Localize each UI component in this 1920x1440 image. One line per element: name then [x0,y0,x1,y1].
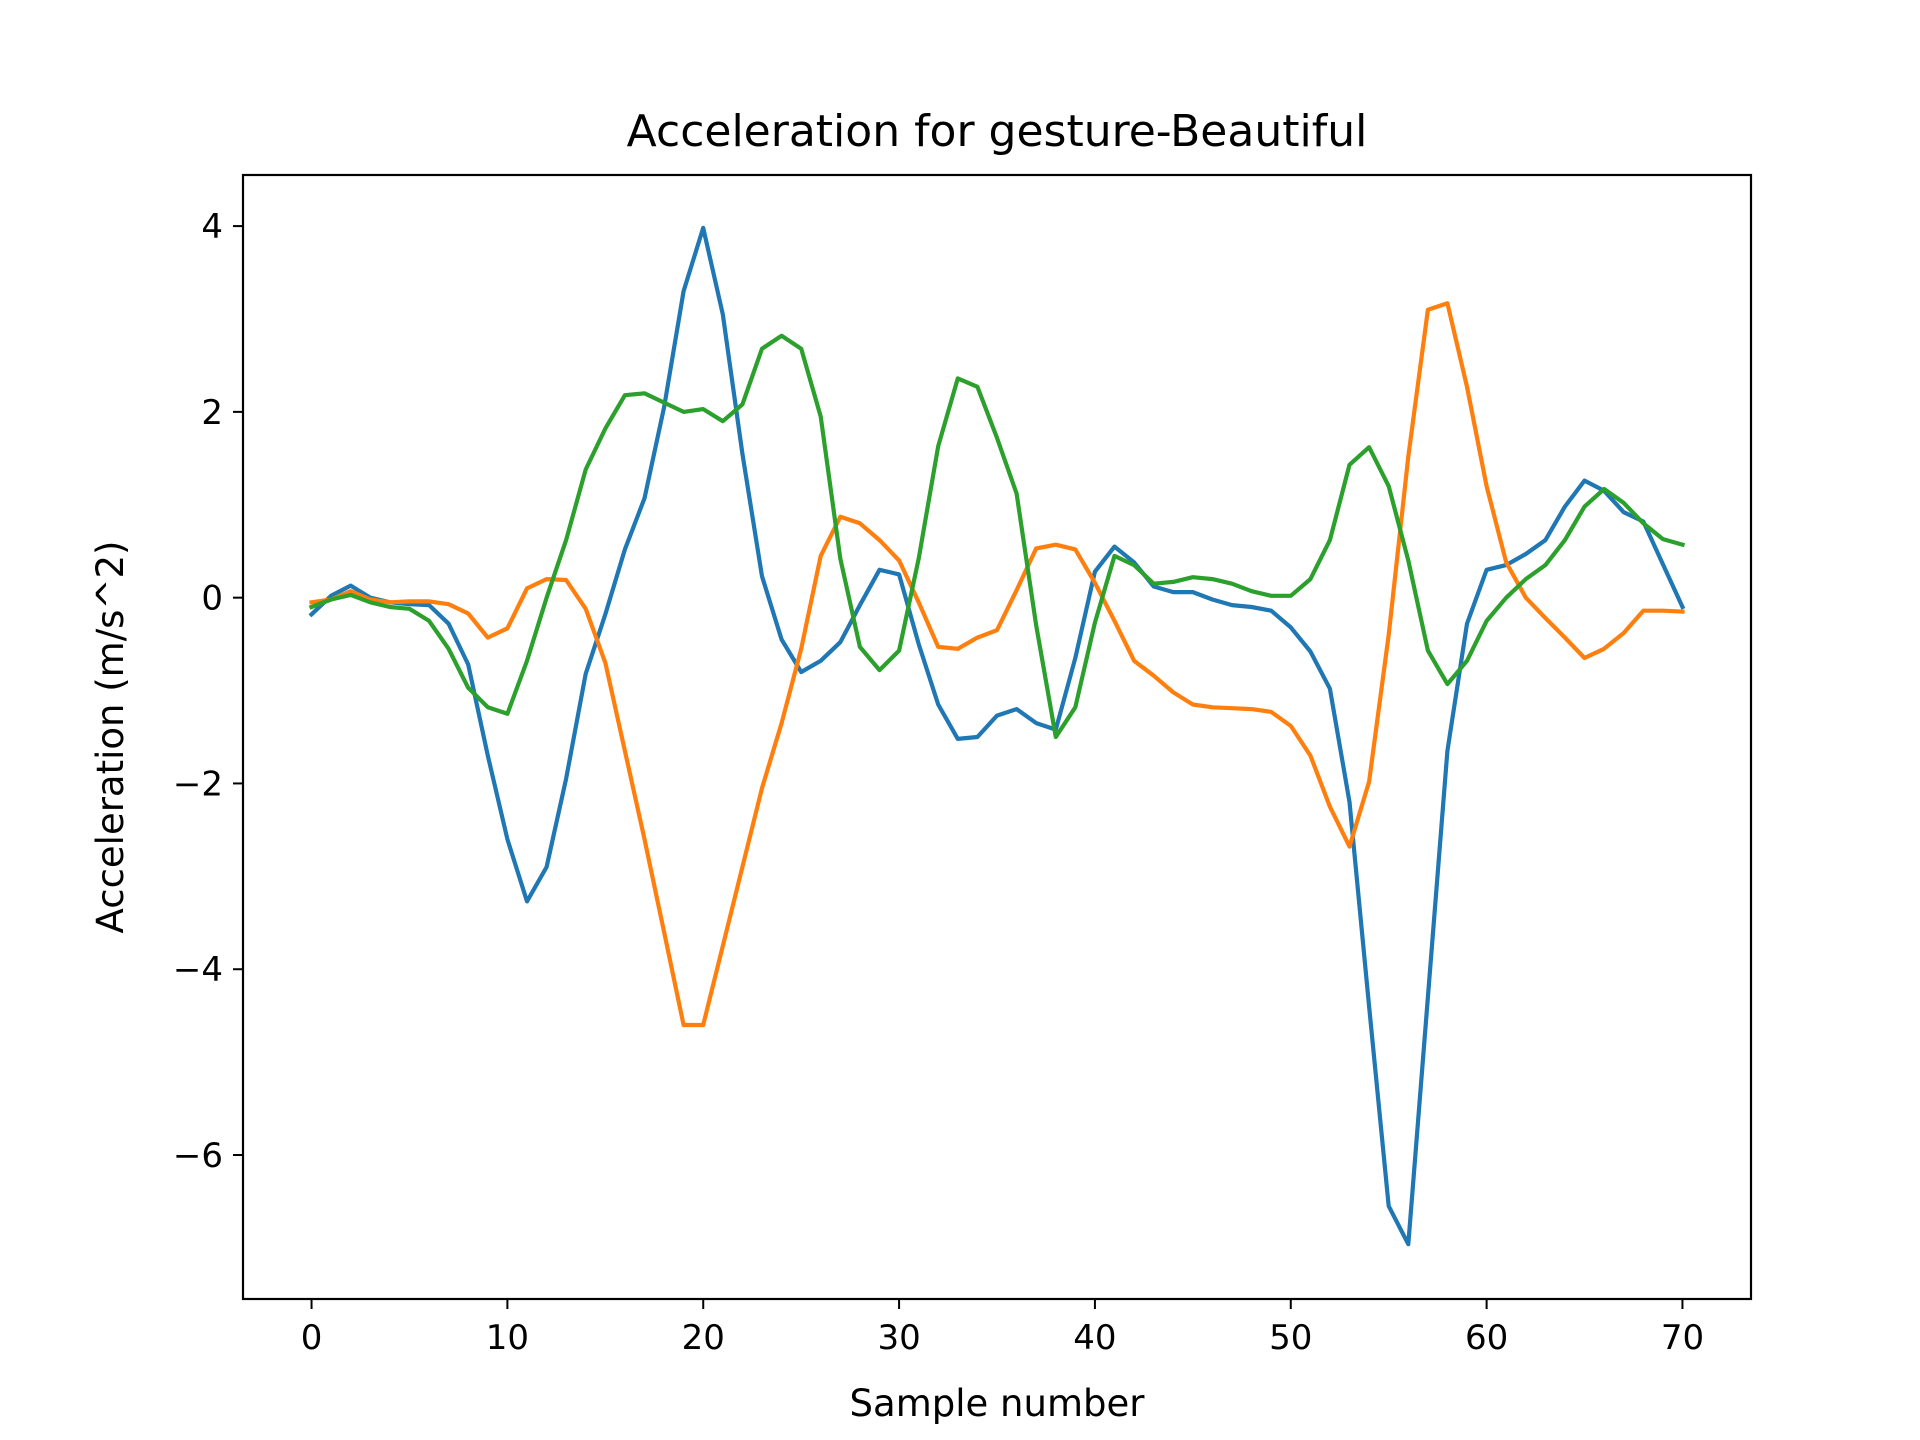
x-tick-label: 20 [682,1318,725,1358]
series-layer [308,225,1686,1247]
y-tick-label: −4 [173,950,223,990]
y-tick-label: 0 [201,579,223,619]
y-axis-label: Acceleration (m/s^2) [89,541,132,934]
series-line-3 [308,333,1686,740]
chart-title: Acceleration for gesture-Beautiful [627,106,1368,157]
x-tick-label: 30 [877,1318,920,1358]
x-axis-label: Sample number [850,1382,1146,1425]
x-tick-label: 10 [486,1318,529,1358]
y-tick-label: 2 [201,393,223,433]
x-tick-label: 60 [1465,1318,1508,1358]
x-tick-label: 70 [1661,1318,1704,1358]
y-tick-label: 4 [201,207,223,247]
y-tick-label: −6 [173,1136,223,1176]
x-tick-label: 0 [301,1318,323,1358]
series-line-2 [309,301,1685,1028]
plot-area-frame [241,173,1753,1301]
x-tick-label: 50 [1269,1318,1312,1358]
y-tick-label: −2 [173,764,223,804]
x-tick-label: 40 [1073,1318,1116,1358]
series-line-1 [308,225,1686,1247]
